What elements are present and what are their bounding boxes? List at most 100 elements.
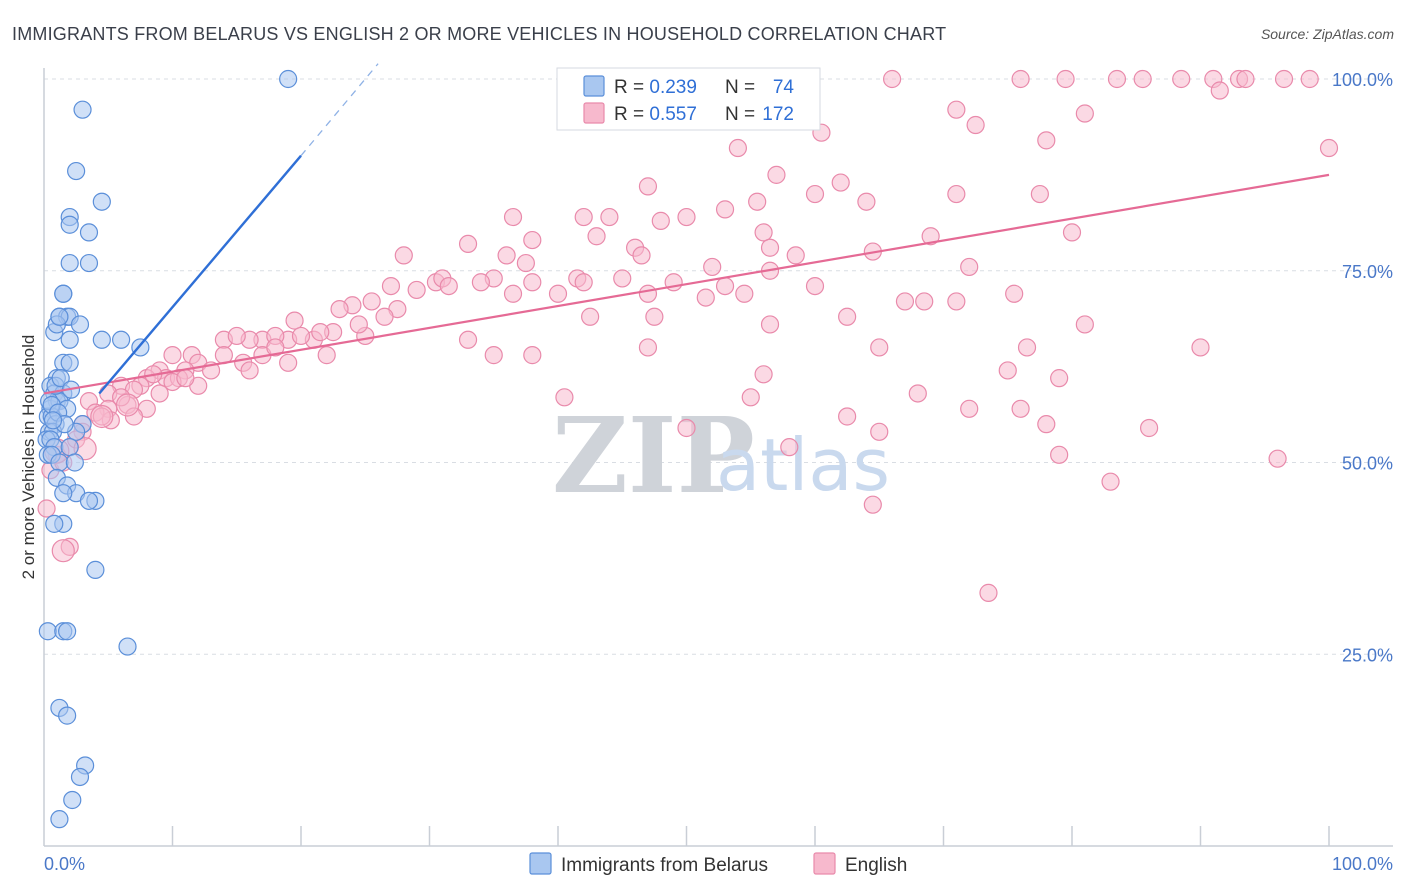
point-english xyxy=(1107,69,1127,89)
y-tick-label: 50.0% xyxy=(1342,454,1393,474)
point-english xyxy=(838,307,857,326)
point-english xyxy=(458,234,478,254)
point-english xyxy=(947,292,966,311)
point-english xyxy=(677,418,696,438)
point-belarus xyxy=(79,223,99,242)
legend-r-label-belarus: R = xyxy=(614,77,649,98)
point-english xyxy=(484,346,503,365)
point-english xyxy=(115,393,140,417)
point-english xyxy=(767,165,786,184)
point-belarus xyxy=(50,307,69,326)
point-english xyxy=(1101,472,1120,491)
point-english xyxy=(831,173,850,192)
y-tick-labels: 25.0% 50.0% 75.0% 100.0% xyxy=(1332,70,1393,665)
point-english xyxy=(760,238,780,257)
point-english xyxy=(516,253,535,273)
point-english xyxy=(574,273,593,292)
point-english xyxy=(240,361,259,380)
trendline-belarus-extension xyxy=(300,63,379,157)
svg-text:R = 0.557: R = 0.557 xyxy=(614,104,697,125)
point-belarus xyxy=(50,810,69,829)
point-belarus xyxy=(73,100,92,119)
point-english xyxy=(581,307,600,326)
point-english xyxy=(870,338,889,357)
point-belarus xyxy=(92,330,111,349)
point-english xyxy=(632,246,651,265)
point-english xyxy=(497,246,516,265)
legend-swatch-belarus xyxy=(583,75,605,97)
point-english xyxy=(330,300,349,319)
point-english xyxy=(1017,338,1037,357)
chart-source: Source: ZipAtlas.com xyxy=(1261,26,1394,42)
watermark-zip: ZIP xyxy=(552,394,755,517)
point-english xyxy=(439,276,458,296)
point-english xyxy=(163,346,182,365)
point-english xyxy=(754,223,773,242)
point-english xyxy=(523,230,542,250)
point-english xyxy=(523,273,542,292)
point-english xyxy=(600,207,619,227)
point-english xyxy=(1268,449,1287,468)
point-english xyxy=(677,207,696,227)
point-english xyxy=(728,138,748,158)
point-belarus xyxy=(79,253,99,273)
point-english xyxy=(574,207,593,227)
point-belarus xyxy=(67,161,86,181)
point-english xyxy=(317,346,336,365)
trendline-belarus xyxy=(98,154,302,395)
point-belarus xyxy=(60,353,79,372)
point-english xyxy=(870,422,889,441)
point-belarus xyxy=(38,622,57,641)
x-axis-ticks xyxy=(171,826,1330,846)
point-belarus xyxy=(111,330,131,349)
point-english xyxy=(90,404,114,429)
point-english xyxy=(780,438,799,457)
point-english xyxy=(1300,69,1319,89)
point-belarus xyxy=(279,69,298,89)
point-english xyxy=(503,284,523,303)
point-english xyxy=(754,365,773,384)
point-english xyxy=(915,292,934,311)
point-english xyxy=(645,307,664,326)
point-belarus xyxy=(70,315,90,334)
trendline-english xyxy=(43,173,1330,395)
point-english xyxy=(394,246,413,265)
point-english xyxy=(715,276,735,296)
series-belarus-points xyxy=(37,69,298,829)
point-english xyxy=(960,399,979,418)
point-english xyxy=(471,273,490,292)
legend-n-label-english: N = xyxy=(725,104,755,125)
point-english xyxy=(1005,284,1024,303)
point-english xyxy=(349,315,368,334)
y-axis-label: 2 or more Vehicles in Household xyxy=(19,335,38,580)
point-english xyxy=(960,257,979,277)
point-english xyxy=(979,583,998,602)
point-english xyxy=(947,184,966,204)
point-english xyxy=(1037,131,1056,150)
point-english xyxy=(998,361,1017,380)
point-english xyxy=(857,192,876,211)
series-english-points xyxy=(37,69,1339,602)
y-tick-label: 75.0% xyxy=(1342,262,1393,282)
chart-title: IMMIGRANTS FROM BELARUS VS ENGLISH 2 OR … xyxy=(12,24,946,44)
point-belarus xyxy=(58,622,77,641)
y-tick-label: 100.0% xyxy=(1332,70,1393,90)
point-belarus xyxy=(60,215,79,234)
point-english xyxy=(741,388,760,407)
svg-text:N =: N = xyxy=(725,104,755,125)
point-belarus xyxy=(54,484,73,503)
point-english xyxy=(947,100,966,119)
point-english xyxy=(1236,69,1255,89)
point-english xyxy=(895,292,915,311)
point-belarus xyxy=(45,514,64,533)
point-belarus xyxy=(50,453,69,472)
point-english xyxy=(966,115,985,135)
point-english xyxy=(1037,415,1056,434)
point-english xyxy=(37,499,56,518)
point-english xyxy=(1062,223,1082,242)
point-belarus xyxy=(79,491,99,510)
point-english xyxy=(362,292,381,311)
point-belarus xyxy=(63,790,82,810)
point-english xyxy=(1191,338,1210,357)
legend-r-value-belarus: 0.239 xyxy=(649,77,697,98)
